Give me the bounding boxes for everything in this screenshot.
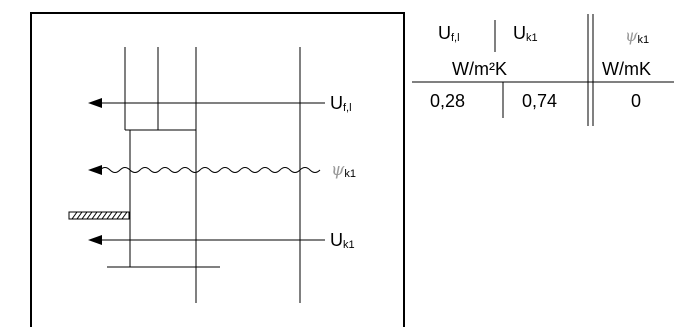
psi-wave-line <box>99 167 321 173</box>
u-k1-arrowhead <box>88 235 102 245</box>
u-fl-label: Uf,l <box>330 94 352 114</box>
psi-label-symbol: ψ <box>331 160 345 180</box>
u-fl-label-sub: f,l <box>343 102 352 114</box>
u-k1-label-base: U <box>330 230 343 250</box>
table-header-u-fl: Uf,l <box>438 24 460 44</box>
psi-label: ψk1 <box>331 160 356 180</box>
table-header-u-fl-base: U <box>438 23 451 43</box>
psi-label-sub: k1 <box>344 168 356 180</box>
table-header-u-fl-sub: f,l <box>451 32 460 44</box>
table-value-psi-k1: 0 <box>631 91 642 111</box>
table-header-psi-k1: ψk1 <box>625 26 649 46</box>
u-fl-arrowhead <box>88 98 102 108</box>
table-header-psi-symbol: ψ <box>625 26 638 45</box>
table-value-u-k1: 0,74 <box>522 91 558 111</box>
table-unit-u: W/m²K <box>452 59 507 79</box>
u-k1-label: Uk1 <box>330 231 355 251</box>
table-header-u-k1-base: U <box>513 23 526 43</box>
table-unit-psi: W/mK <box>602 59 651 79</box>
hatched-insulation <box>68 211 130 220</box>
table-header-u-k1: Uk1 <box>513 24 538 44</box>
psi-arrowhead <box>88 165 102 175</box>
table-value-u-fl: 0,28 <box>430 91 466 111</box>
diagram-frame <box>30 12 405 327</box>
u-k1-label-sub: k1 <box>343 239 355 251</box>
table-header-u-k1-sub: k1 <box>526 32 538 44</box>
table-header-psi-sub: k1 <box>637 34 650 46</box>
u-fl-label-base: U <box>330 93 343 113</box>
